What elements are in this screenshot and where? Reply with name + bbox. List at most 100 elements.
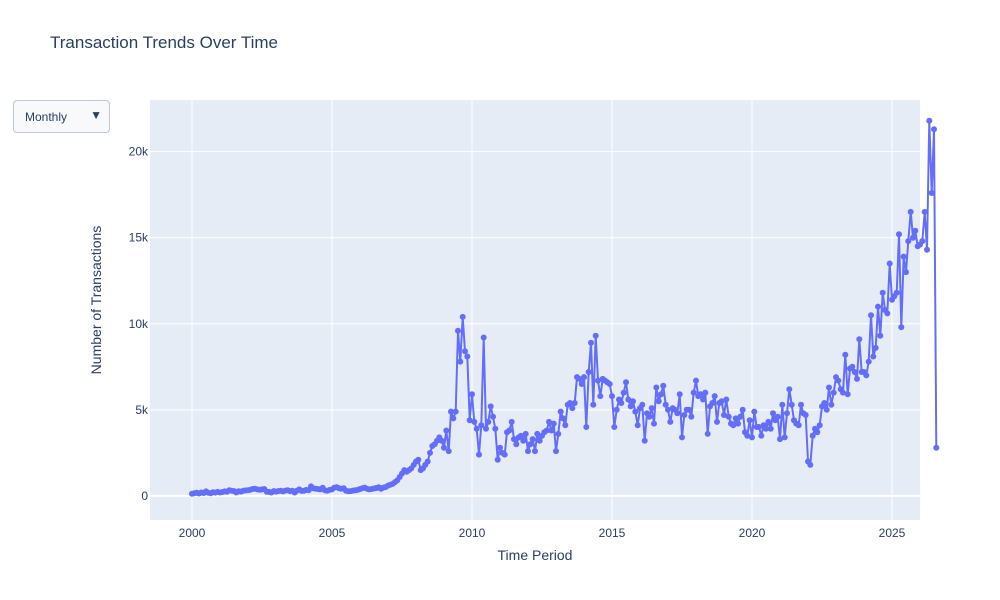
data-point[interactable] [877,332,884,339]
data-point[interactable] [886,260,893,267]
data-point[interactable] [665,406,671,413]
data-point[interactable] [655,398,662,405]
data-point[interactable] [863,372,870,379]
data-point[interactable] [816,422,823,429]
data-point[interactable] [777,436,783,443]
data-point[interactable] [592,332,599,339]
data-point[interactable] [893,289,900,296]
data-point[interactable] [693,377,699,384]
data-point[interactable] [487,403,494,410]
data-point[interactable] [739,406,746,413]
data-point[interactable] [809,432,816,439]
data-point[interactable] [424,458,431,465]
data-point[interactable] [569,405,576,412]
data-point[interactable] [606,381,613,387]
data-point[interactable] [497,444,503,451]
data-point[interactable] [781,434,788,441]
data-point[interactable] [690,389,697,396]
data-point[interactable] [667,418,674,425]
data-point[interactable] [490,413,496,420]
data-point[interactable] [532,448,538,455]
data-point[interactable] [730,422,737,429]
data-point[interactable] [835,377,842,384]
data-point[interactable] [725,413,732,420]
data-point[interactable] [709,400,716,406]
data-point[interactable] [844,391,851,398]
data-point[interactable] [868,312,874,319]
data-point[interactable] [448,408,454,415]
data-point[interactable] [826,384,832,391]
data-point[interactable] [508,418,515,425]
data-point[interactable] [648,405,655,412]
data-point[interactable] [611,424,618,430]
data-point[interactable] [765,418,772,425]
data-point[interactable] [744,432,751,439]
data-point[interactable] [585,369,592,375]
data-point[interactable] [534,430,541,437]
data-point[interactable] [562,422,569,429]
data-point[interactable] [872,344,879,351]
data-point[interactable] [674,410,681,417]
data-point[interactable] [763,425,769,432]
data-point[interactable] [931,126,937,133]
data-point[interactable] [721,412,727,418]
data-point[interactable] [455,327,461,334]
data-point[interactable] [518,432,524,439]
data-point[interactable] [646,413,653,420]
data-point[interactable] [415,456,422,463]
data-point[interactable] [639,401,646,408]
data-point[interactable] [641,437,648,444]
data-point[interactable] [879,289,886,296]
data-point[interactable] [427,449,433,456]
data-point[interactable] [697,391,704,398]
data-point[interactable] [492,425,499,432]
data-point[interactable] [830,389,837,396]
data-point[interactable] [788,401,795,408]
data-point[interactable] [506,427,513,434]
data-point[interactable] [581,374,587,381]
data-point[interactable] [627,403,634,410]
data-point[interactable] [795,422,802,429]
data-point[interactable] [441,444,447,451]
data-point[interactable] [910,234,916,241]
data-point[interactable] [802,412,809,418]
data-point[interactable] [548,427,555,434]
data-point[interactable] [928,190,935,196]
data-point[interactable] [511,436,517,443]
data-point[interactable] [704,430,711,437]
data-point[interactable] [849,363,856,370]
data-point[interactable] [842,351,849,358]
data-point[interactable] [688,413,695,420]
data-point[interactable] [438,437,445,444]
data-point[interactable] [912,227,919,234]
data-point[interactable] [513,441,520,448]
data-point[interactable] [546,418,552,425]
data-point[interactable] [828,401,835,408]
data-point[interactable] [529,436,536,443]
data-point[interactable] [543,427,550,434]
data-point[interactable] [583,424,590,430]
data-point[interactable] [737,413,744,420]
data-point[interactable] [660,382,667,389]
data-point[interactable] [926,117,933,124]
data-point[interactable] [560,415,566,422]
data-point[interactable] [588,339,594,346]
data-point[interactable] [756,424,762,430]
data-point[interactable] [471,418,478,425]
data-point[interactable] [452,408,459,415]
data-point[interactable] [875,303,881,310]
data-point[interactable] [786,386,793,393]
data-point[interactable] [681,412,688,418]
data-point[interactable] [851,369,858,375]
data-point[interactable] [536,437,543,444]
data-point[interactable] [823,406,830,413]
data-point[interactable] [483,425,489,432]
data-point[interactable] [623,379,629,386]
data-point[interactable] [466,417,473,424]
data-point[interactable] [686,406,692,413]
data-point[interactable] [735,420,741,427]
data-point[interactable] [679,434,685,441]
data-point[interactable] [632,408,639,415]
data-point[interactable] [469,391,475,398]
data-point[interactable] [723,396,730,403]
